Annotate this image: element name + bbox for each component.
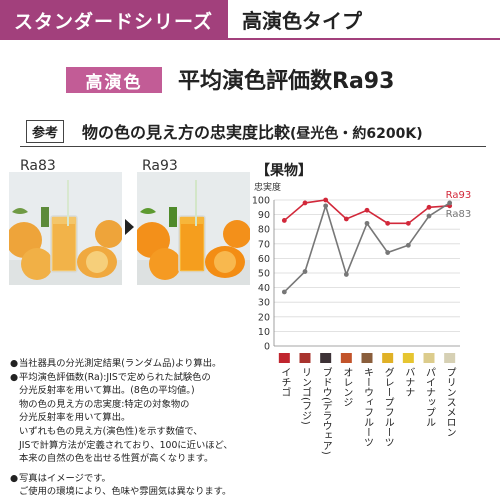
color-swatch: [299, 353, 311, 363]
y-tick-label: 0: [264, 342, 270, 353]
footnote-line: ● 当社器具の分光測定結果(ランダム品)より算出。: [10, 358, 222, 369]
category-label: ブドウ(デラウェア): [320, 366, 332, 455]
series-line-ra83: [283, 202, 451, 293]
reference-text: 物の色の見え方の忠実度比較(昼光色・約6200K): [82, 119, 423, 143]
reference-row: 参考 物の色の見え方の忠実度比較(昼光色・約6200K): [20, 118, 486, 147]
data-point: [281, 218, 287, 223]
y-tick-label: 90: [258, 210, 270, 221]
data-point: [364, 207, 370, 213]
y-axis-label: 忠実度: [254, 181, 281, 193]
category-label: オレンジ: [341, 367, 352, 407]
reference-paren: (昼光色・約6200K): [290, 126, 423, 142]
series-label-ra83: Ra83: [446, 209, 472, 220]
footnote-line: ● 写真はイメージです。: [10, 472, 111, 484]
category-label: グレープフルーツ: [382, 367, 394, 447]
series-label-ra93: Ra93: [446, 190, 472, 201]
footnote-line: 物の色の見え方の忠実度:特定の対象物の: [19, 398, 190, 410]
data-point: [385, 250, 391, 255]
color-swatch: [340, 353, 352, 363]
category-label: イチゴ: [279, 367, 291, 397]
color-swatch: [444, 353, 456, 363]
fidelity-line-chart: 忠実度 0 10 20 30 40 50 60 70 80 90 100 イチゴ リンゴ(フジ) ブドウ(デ…: [252, 181, 472, 455]
data-point: [364, 220, 370, 226]
reference-title: 物の色の見え方の忠実度比較: [82, 123, 291, 142]
data-point: [447, 200, 453, 206]
y-tick-label: 10: [258, 327, 270, 338]
footnote-line: 本来の自然の色を出せる性質が高くなります。: [19, 453, 214, 465]
data-point: [405, 220, 411, 226]
category-label: バナナ: [403, 367, 415, 397]
category-label: パイナップル: [424, 367, 436, 427]
orange-juice-photo-ra93: [137, 172, 250, 285]
y-tick-label: 20: [258, 312, 270, 323]
headline: 平均演色評価数Ra93: [178, 69, 395, 94]
series-label: スタンダードシリーズ: [0, 0, 228, 40]
footnote-line: ● 平均演色評価数(Ra):JISで定められた試験色の: [10, 371, 211, 383]
reference-tag: 参考: [26, 120, 65, 143]
high-color-badge: 高演色: [66, 67, 162, 93]
color-swatch: [320, 353, 332, 363]
y-tick-label: 70: [258, 239, 270, 250]
footnote-line: 分光反射率を用いて算出。: [19, 412, 131, 424]
data-point: [281, 289, 287, 295]
y-tick-label: 50: [258, 269, 270, 280]
footnote-line: ご使用の環境により、色味や雰囲気は異なります。: [19, 486, 232, 498]
orange-juice-photo-ra83: [9, 172, 122, 285]
data-point: [426, 213, 432, 219]
color-swatch: [361, 353, 373, 363]
y-tick-label: 60: [258, 254, 270, 265]
chart-title: 【果物】: [256, 163, 312, 179]
type-label: 高演色タイプ: [228, 0, 500, 40]
photo-left-label: Ra83: [20, 158, 56, 174]
color-swatch: [278, 353, 290, 363]
data-point: [343, 272, 349, 277]
category-label: リンゴ(フジ): [300, 367, 311, 425]
data-point: [323, 203, 329, 209]
photo-right-label: Ra93: [142, 158, 178, 174]
color-swatch: [423, 353, 435, 363]
y-tick-label: 40: [258, 283, 270, 294]
header-bar: スタンダードシリーズ 高演色タイプ: [0, 0, 500, 40]
color-swatch: [402, 353, 414, 363]
arrow-right-icon: [125, 219, 134, 235]
category-label: プリンスメロン: [444, 367, 455, 437]
data-point: [323, 197, 329, 203]
data-point: [426, 204, 432, 210]
footnotes: ● 当社器具の分光測定結果(ランダム品)より算出。 ● 平均演色評価数(Ra):JIS…: [10, 357, 254, 499]
data-point: [385, 220, 391, 226]
category-label: キーウィフルーツ: [362, 367, 374, 447]
footnote-line: いずれも色の見え方(演色性)を示す数値で、: [19, 425, 203, 437]
y-tick-label: 100: [252, 196, 270, 207]
footnote-line: 分光反射率を用いて算出。(8色の平均値。): [19, 385, 195, 397]
y-tick-label: 30: [258, 298, 270, 309]
data-point: [302, 200, 308, 206]
data-point: [405, 242, 411, 248]
color-swatch: [382, 353, 394, 363]
data-point: [302, 269, 308, 274]
footnote-line: JISで計算方法が定義されており、100に近いほど、: [19, 439, 233, 451]
data-point: [343, 216, 349, 222]
y-tick-label: 80: [258, 225, 270, 236]
